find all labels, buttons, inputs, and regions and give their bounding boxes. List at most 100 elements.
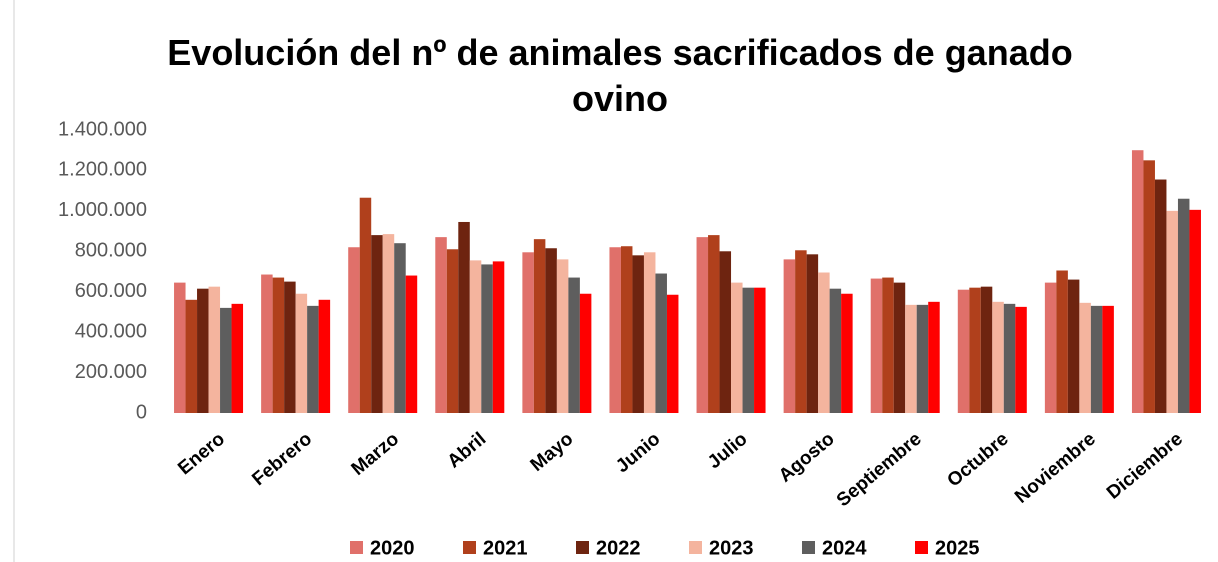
bar bbox=[522, 252, 534, 413]
bar bbox=[696, 237, 709, 413]
bar bbox=[783, 259, 796, 413]
bar bbox=[742, 287, 755, 413]
bar bbox=[708, 235, 720, 413]
bar bbox=[1067, 279, 1080, 413]
bar bbox=[469, 260, 482, 413]
y-tick-label: 600.000 bbox=[75, 280, 147, 302]
bar bbox=[620, 246, 633, 413]
y-tick-label: 800.000 bbox=[75, 240, 147, 262]
bar bbox=[481, 264, 493, 413]
y-tick-label: 1.200.000 bbox=[58, 159, 147, 181]
bar bbox=[371, 235, 383, 413]
bar bbox=[533, 239, 546, 413]
bar bbox=[1131, 150, 1144, 413]
legend-label: 2023 bbox=[709, 537, 754, 559]
bar bbox=[307, 305, 319, 413]
bar bbox=[1079, 302, 1091, 413]
bar bbox=[992, 301, 1004, 413]
legend-swatch bbox=[689, 541, 702, 554]
bar bbox=[806, 254, 819, 413]
x-tick-label: Diciembre bbox=[1103, 429, 1187, 504]
bar bbox=[1044, 282, 1057, 413]
bar bbox=[829, 288, 842, 413]
bar bbox=[980, 286, 993, 413]
y-tick-label: 200.000 bbox=[75, 361, 147, 383]
x-tick-label: Octubre bbox=[943, 429, 1012, 492]
bar bbox=[882, 277, 894, 413]
bar bbox=[272, 277, 285, 413]
legend-swatch bbox=[350, 541, 363, 554]
bar bbox=[1166, 210, 1178, 413]
bar bbox=[969, 287, 981, 413]
bar bbox=[818, 272, 830, 413]
bar bbox=[841, 293, 853, 413]
legend-label: 2020 bbox=[370, 537, 415, 559]
x-tick-label: Julio bbox=[704, 429, 751, 474]
y-tick-label: 400.000 bbox=[75, 320, 147, 342]
bar bbox=[1189, 209, 1201, 413]
bar bbox=[719, 251, 732, 413]
x-tick-label: Febrero bbox=[248, 429, 316, 491]
x-tick-label: Mayo bbox=[527, 429, 578, 476]
bar bbox=[655, 273, 667, 413]
bar bbox=[754, 287, 766, 413]
bar bbox=[382, 234, 395, 413]
legend-label: 2021 bbox=[483, 537, 528, 559]
y-tick-label: 0 bbox=[136, 401, 147, 423]
legend-swatch bbox=[576, 541, 589, 554]
bar bbox=[220, 307, 232, 413]
bar bbox=[231, 303, 244, 413]
legend-swatch bbox=[802, 541, 815, 554]
legend-swatch bbox=[463, 541, 476, 554]
bar bbox=[1177, 198, 1190, 413]
bar bbox=[359, 197, 372, 413]
bar bbox=[261, 274, 273, 413]
bar bbox=[295, 293, 308, 413]
legend-label: 2024 bbox=[822, 537, 867, 559]
x-tick-label: Marzo bbox=[348, 429, 404, 480]
x-tick-label: Agosto bbox=[775, 429, 839, 487]
bar bbox=[795, 250, 807, 413]
x-tick-label: Junio bbox=[612, 429, 664, 478]
bar bbox=[928, 301, 940, 413]
legend-label: 2022 bbox=[596, 537, 641, 559]
x-tick-label: Septiembre bbox=[833, 429, 926, 512]
legend-swatch bbox=[915, 541, 928, 554]
bar bbox=[870, 278, 883, 413]
bar bbox=[185, 299, 198, 413]
bar bbox=[916, 304, 929, 413]
bar bbox=[579, 293, 592, 413]
bar bbox=[1154, 179, 1167, 413]
bar bbox=[556, 259, 569, 413]
bar bbox=[1143, 160, 1155, 413]
bar bbox=[405, 275, 418, 413]
bar bbox=[284, 281, 296, 413]
legend-label: 2025 bbox=[935, 537, 980, 559]
x-tick-label: Abril bbox=[444, 429, 491, 473]
bar bbox=[1015, 306, 1027, 413]
bar bbox=[905, 304, 917, 413]
bar bbox=[1090, 305, 1103, 413]
bar bbox=[731, 282, 743, 413]
bar bbox=[174, 282, 186, 413]
bar bbox=[348, 247, 360, 413]
bar bbox=[568, 277, 580, 413]
y-tick-label: 1.000.000 bbox=[58, 199, 147, 221]
x-tick-label: Noviembre bbox=[1011, 429, 1100, 508]
bar bbox=[609, 247, 621, 413]
bar bbox=[643, 252, 656, 413]
bar bbox=[893, 282, 906, 413]
bar bbox=[446, 249, 459, 413]
x-tick-label: Enero bbox=[174, 429, 229, 480]
bar bbox=[545, 248, 557, 413]
bar bbox=[435, 237, 447, 413]
bar bbox=[318, 299, 331, 413]
bar bbox=[957, 289, 970, 413]
bar bbox=[394, 243, 406, 413]
bar bbox=[632, 255, 644, 413]
bar bbox=[208, 286, 221, 413]
bar bbox=[458, 221, 470, 413]
bar bbox=[1056, 270, 1068, 413]
